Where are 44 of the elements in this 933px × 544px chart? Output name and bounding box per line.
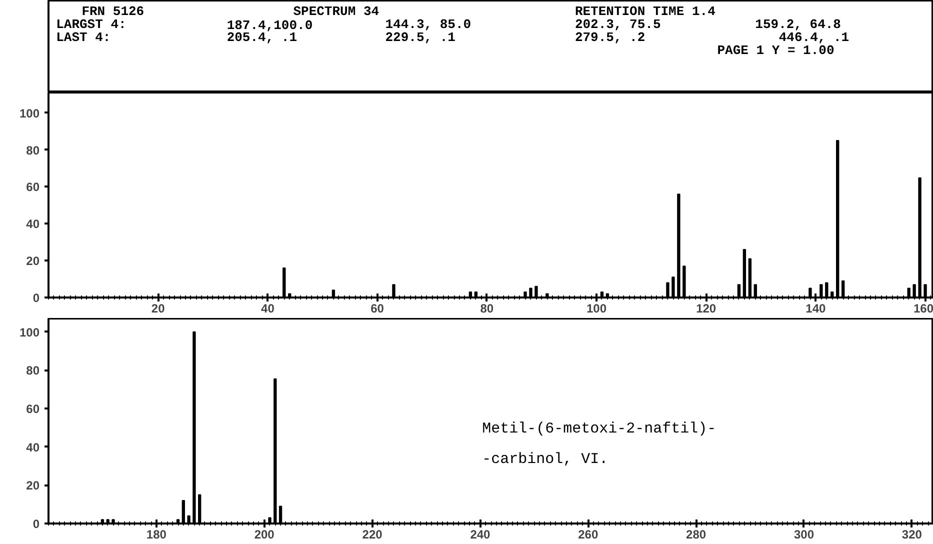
y-tick-label: 100	[19, 325, 40, 340]
text: 229.5, .1	[385, 30, 456, 45]
y-tick-label: 0	[32, 517, 40, 531]
y-tick-label: 100	[19, 106, 40, 120]
y-tick-label: 80	[26, 143, 40, 158]
text: FRN 5126	[82, 4, 144, 19]
x-tick-label: 80	[480, 302, 494, 316]
y-tick-label: 80	[26, 364, 40, 378]
text: PAGE 1 Y = 1.00	[717, 43, 834, 58]
text: 205.4, .1	[226, 30, 298, 45]
x-tick-label: 120	[696, 302, 716, 316]
x-tick-label: 180	[146, 528, 167, 542]
text: 446.4, .1	[778, 30, 850, 45]
text: 159.2, 64.8	[755, 17, 842, 32]
y-tick-label: 20	[26, 254, 40, 268]
x-tick-label: 20	[151, 302, 166, 316]
x-tick-label: 260	[578, 528, 598, 542]
x-tick-label: 240	[470, 528, 491, 542]
y-tick-label: 60	[26, 180, 40, 194]
y-tick-label: 0	[32, 291, 40, 305]
y-tick-label: 60	[26, 402, 40, 416]
x-tick-label: 200	[254, 528, 275, 542]
annotation: -carbinol, VI.	[482, 451, 608, 468]
x-tick-label: 60	[370, 302, 384, 316]
x-tick-label: 40	[261, 302, 275, 316]
x-tick-label: 320	[902, 528, 922, 542]
text: 279.5, .2	[574, 30, 646, 45]
y-tick-label: 40	[26, 440, 40, 454]
y-tick-label: 40	[26, 217, 40, 232]
x-tick-label: 300	[794, 528, 814, 542]
text: RETENTION TIME 1.4	[574, 4, 716, 19]
x-tick-label: 220	[362, 528, 383, 542]
x-tick-label: 280	[686, 528, 706, 542]
text: 144.3, 85.0	[385, 17, 472, 32]
text: 202.3, 75.5	[574, 17, 661, 32]
text: SPECTRUM 34	[293, 4, 380, 19]
annotation: Metil-(6-metoxi-2-naftil)-	[482, 420, 716, 438]
text: 187.4,100.0	[226, 18, 313, 33]
y-tick-label: 20	[26, 478, 40, 493]
text: LAST 4:	[56, 30, 111, 45]
x-tick-label: 140	[806, 302, 826, 316]
x-tick-label: 100	[586, 302, 607, 316]
text: LARGST 4:	[56, 17, 126, 32]
x-tick-label: 160	[913, 302, 933, 316]
